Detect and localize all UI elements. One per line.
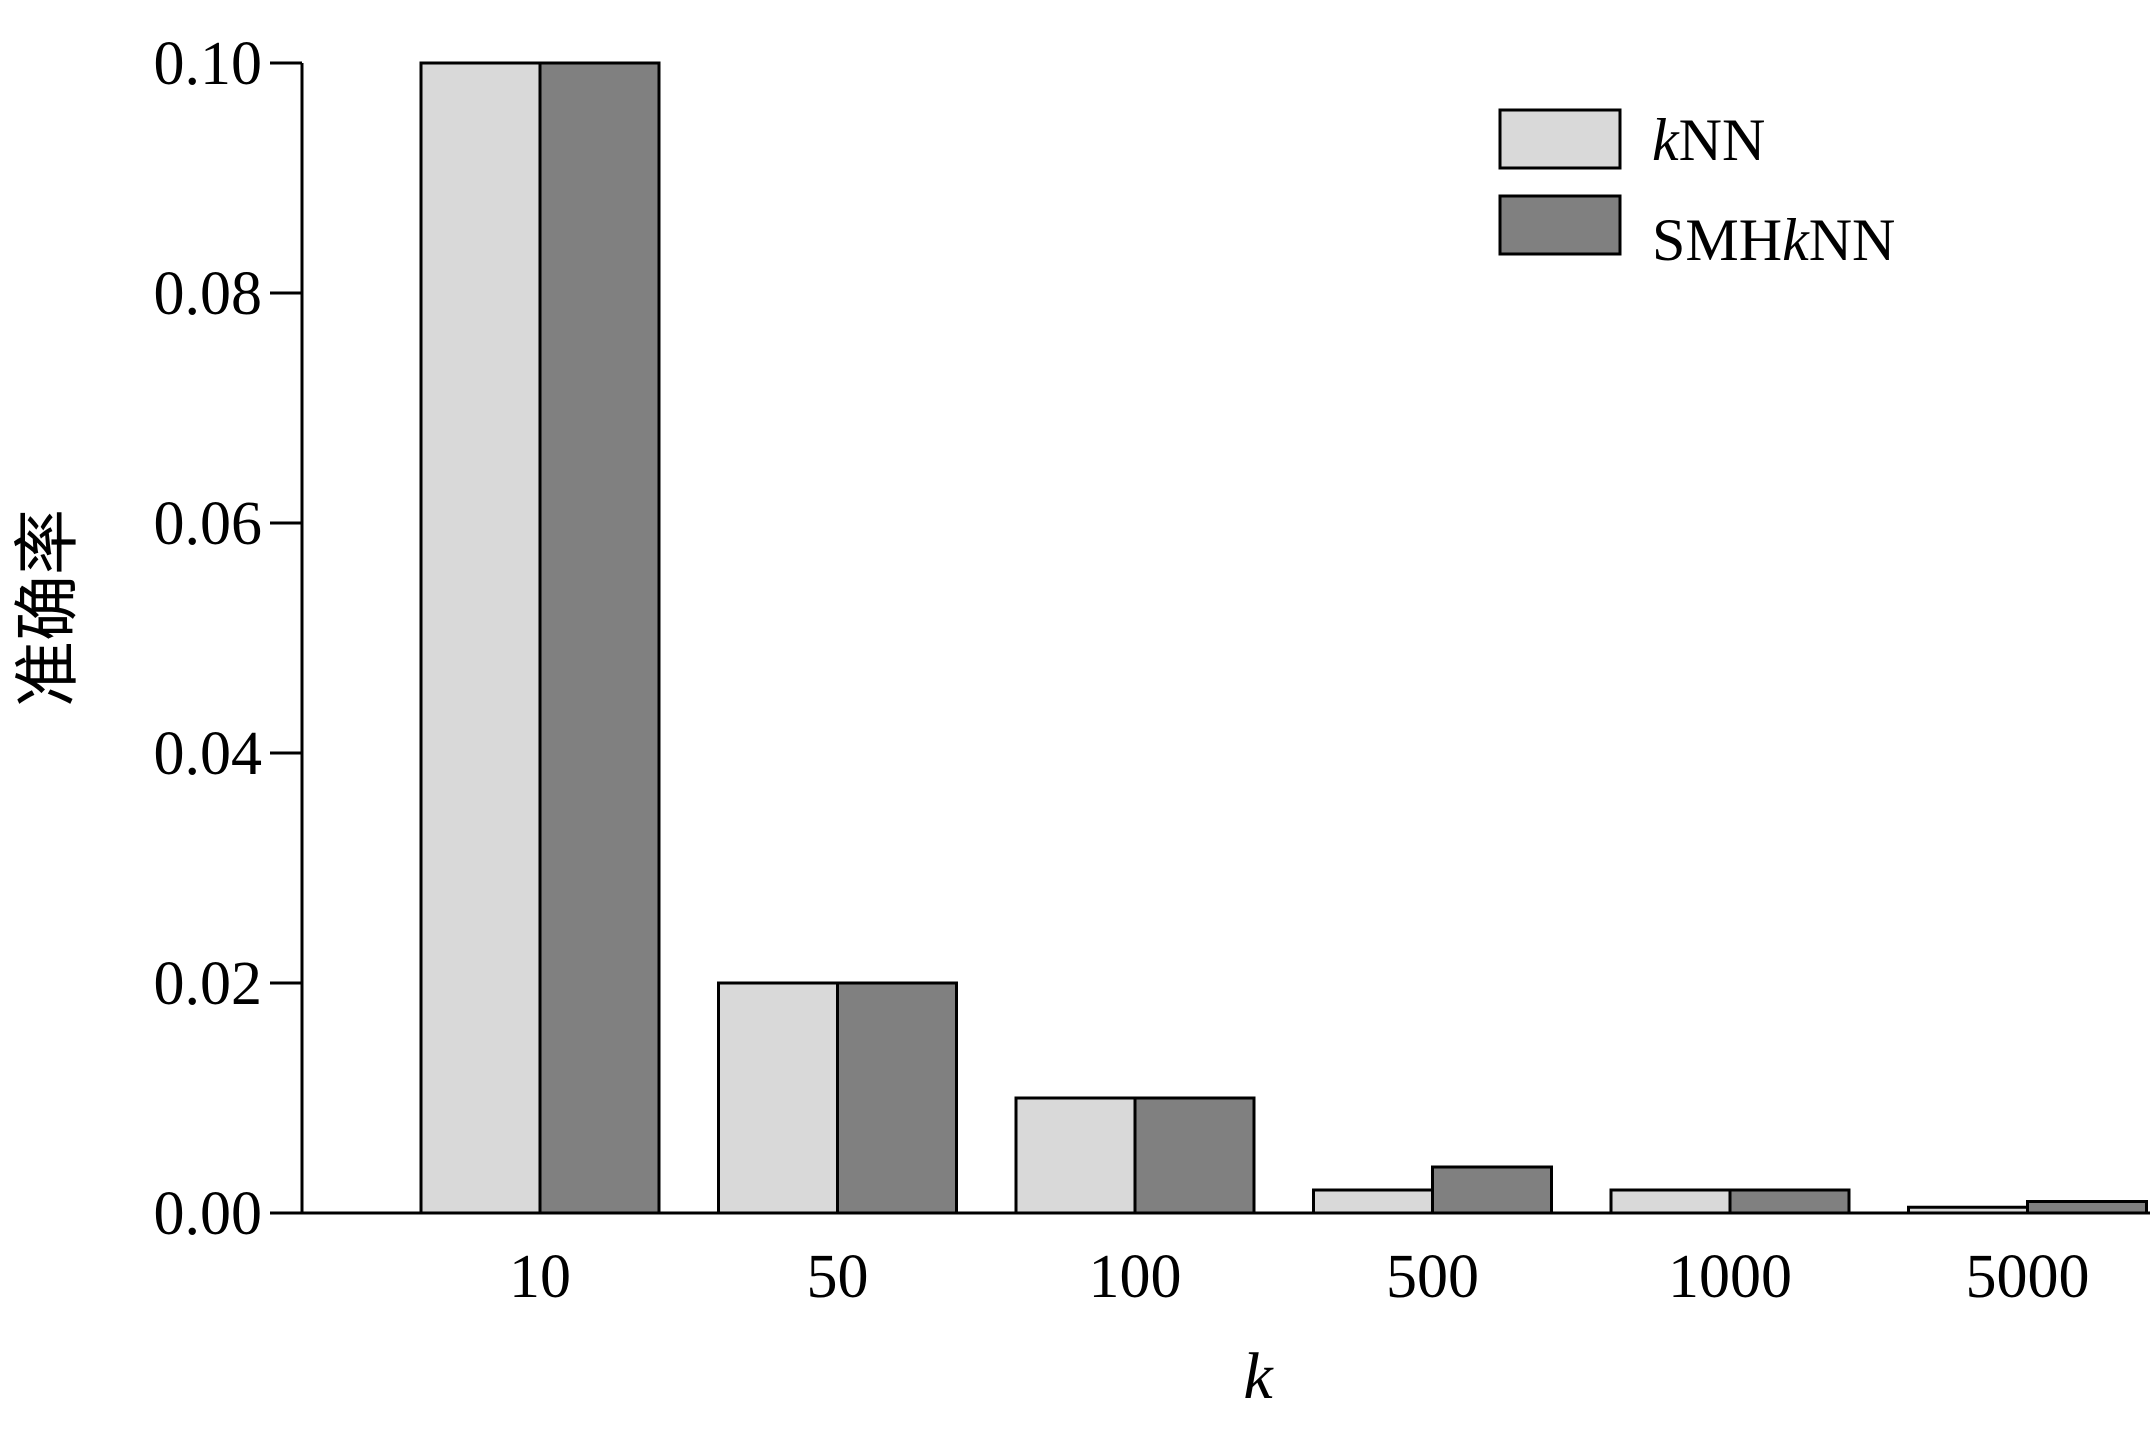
legend: kNN SMHkNN [1498,107,1895,273]
x-tick-label: 10 [509,1243,571,1311]
x-tick-label: 500 [1386,1243,1479,1311]
x-tick-label: 1000 [1668,1243,1792,1311]
legend-label-knn: kNN [1652,107,1765,173]
y-tick-label: 0.06 [154,490,263,558]
y-tick-label: 0.04 [154,720,263,788]
bar-knn-1000 [1609,1188,1732,1215]
bar-knn-10 [419,61,542,1215]
y-tick-label: 0.10 [154,30,263,98]
x-axis-title: k [1243,1340,1274,1413]
y-tick-label: 0.08 [154,260,263,328]
bar-knn-100 [1014,1096,1137,1215]
y-tick-label: 0.02 [154,950,263,1018]
bar-smhknn-5000 [2026,1200,2148,1215]
y-axis-title: 准确率 [12,509,85,707]
x-tick-label: 5000 [1966,1243,2090,1311]
bar-knn-50 [717,981,839,1215]
bar-smhknn-50 [836,981,958,1215]
bar-smhknn-1000 [1728,1188,1851,1215]
bar-smhknn-100 [1133,1096,1256,1215]
x-axis: 10 50 100 500 1000 5000 [302,1211,2150,1311]
legend-swatch-knn [1498,108,1622,170]
x-tick-label: 100 [1089,1243,1182,1311]
y-axis: 0.00 0.02 0.04 0.06 0.08 0.10 [154,30,304,1248]
bar-knn-500 [1312,1188,1434,1215]
x-tick-label: 50 [807,1243,869,1311]
y-tick-label: 0.00 [154,1180,263,1248]
bar-smhknn-10 [538,61,661,1215]
legend-label-smhknn: SMHkNN [1652,207,1895,273]
bar-smhknn-500 [1431,1165,1553,1215]
legend-swatch-smhknn [1498,194,1622,256]
